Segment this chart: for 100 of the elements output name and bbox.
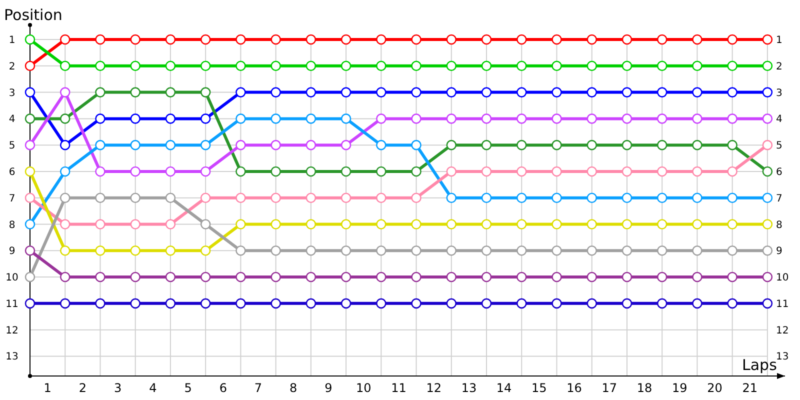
point [622, 192, 632, 204]
point [727, 166, 738, 177]
point [340, 219, 352, 230]
y2-tick-label: 13 [776, 352, 789, 363]
point [411, 114, 422, 124]
x-tick-label: 21 [742, 381, 758, 395]
point [24, 298, 36, 309]
point [376, 192, 386, 204]
point [165, 272, 176, 282]
point [586, 219, 598, 230]
point [165, 114, 176, 124]
point [552, 245, 562, 256]
point [270, 140, 281, 150]
point [306, 192, 316, 204]
point [200, 245, 211, 256]
point [446, 298, 457, 309]
point [481, 34, 492, 45]
x-tick-label: 17 [602, 381, 618, 395]
y2-tick-label: 6 [776, 166, 782, 178]
point [306, 219, 316, 230]
point [411, 245, 422, 256]
point [340, 192, 352, 204]
x-tick-label: 11 [391, 381, 406, 395]
point [516, 87, 527, 98]
point [481, 166, 492, 177]
point [516, 60, 527, 72]
x-tick-label: 10 [356, 381, 372, 395]
point [270, 114, 281, 124]
point [762, 60, 773, 72]
y-tick-label: 13 [6, 352, 18, 363]
point [340, 34, 352, 45]
point [340, 60, 352, 72]
point [165, 192, 176, 204]
point [692, 272, 702, 282]
point [762, 34, 773, 45]
y-tick-label: 2 [8, 61, 16, 72]
point [727, 60, 738, 72]
point [376, 272, 386, 282]
point [656, 298, 668, 309]
point [130, 298, 140, 309]
point [692, 34, 702, 45]
point [60, 192, 70, 204]
point [236, 219, 246, 230]
point [552, 34, 562, 45]
x-tick-label: 18 [636, 381, 652, 395]
y-tick-label: 8 [8, 220, 16, 231]
point [236, 34, 246, 45]
point [481, 114, 492, 124]
point [446, 166, 457, 177]
point [376, 87, 386, 98]
point [622, 245, 632, 256]
point [516, 298, 527, 309]
point [481, 219, 492, 230]
x-tick-label: 3 [114, 381, 122, 395]
point [411, 166, 422, 177]
point [586, 192, 598, 204]
point [656, 245, 668, 256]
point [411, 219, 422, 230]
point [165, 245, 176, 256]
point [656, 60, 668, 72]
point [130, 87, 140, 98]
point [692, 114, 702, 124]
point [200, 166, 211, 177]
point [481, 60, 492, 72]
point [95, 140, 106, 150]
point [200, 60, 211, 72]
x-tick-label: 16 [566, 381, 582, 395]
point [692, 60, 702, 72]
point [762, 298, 773, 309]
point [552, 219, 562, 230]
x-tick-label: 13 [461, 381, 477, 395]
point [200, 140, 211, 150]
point [340, 272, 352, 282]
point [200, 114, 211, 124]
point [586, 60, 598, 72]
point [165, 166, 176, 177]
point [481, 87, 492, 98]
y-axis-title: Position [4, 6, 62, 24]
point [481, 298, 492, 309]
point [516, 245, 527, 256]
y-tick-label: 1 [8, 35, 16, 46]
point [236, 140, 246, 150]
y2-tick-label: 12 [776, 325, 789, 336]
point [516, 34, 527, 45]
point [411, 140, 422, 150]
point [516, 140, 527, 150]
point [656, 34, 668, 45]
point [130, 34, 140, 45]
point [200, 298, 211, 309]
point [306, 140, 316, 150]
point [622, 60, 632, 72]
point [306, 166, 316, 177]
point [24, 272, 36, 282]
point [446, 34, 457, 45]
y-tick-label: 11 [6, 298, 18, 310]
point [656, 192, 668, 204]
point [481, 245, 492, 256]
x-tick-label: 12 [426, 381, 442, 395]
x-tick-label: 14 [496, 381, 512, 395]
point [95, 60, 106, 72]
